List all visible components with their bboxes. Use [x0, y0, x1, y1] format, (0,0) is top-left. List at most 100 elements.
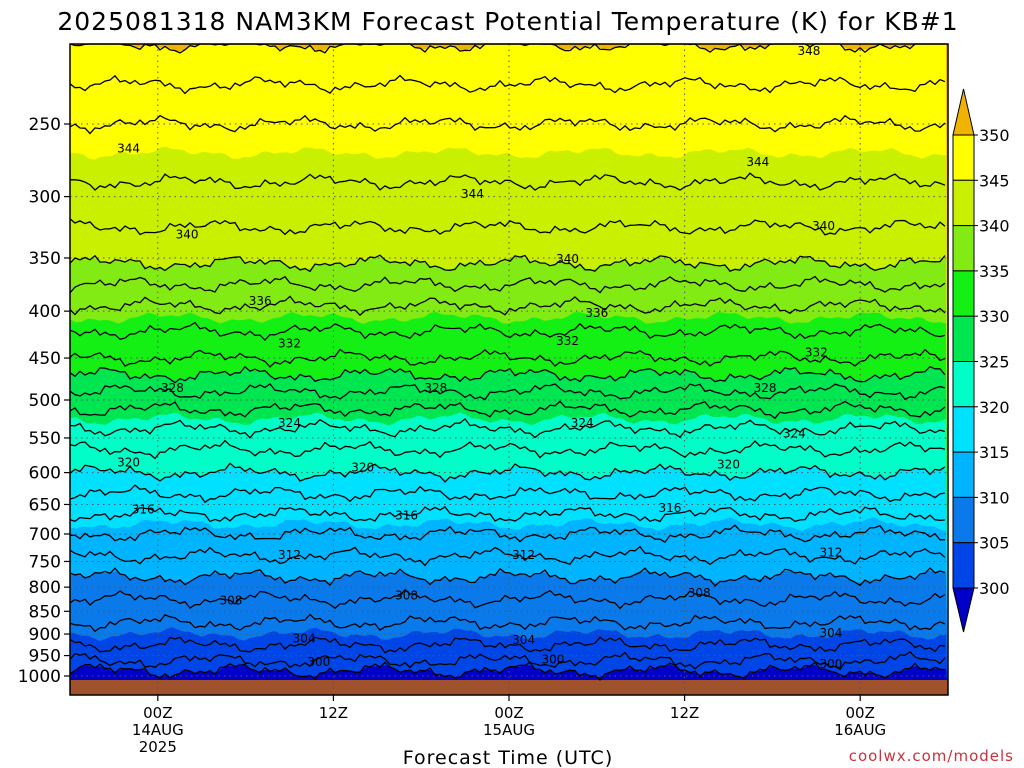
- contour-label: 304: [293, 631, 316, 645]
- isentrope-lines: [69, 43, 946, 681]
- colorbar-label: 345: [979, 171, 1010, 190]
- credit-text: coolwx.com/models: [849, 747, 1014, 765]
- contour-label: 308: [688, 586, 711, 600]
- isentrope-306: [69, 613, 946, 633]
- colorbar-label: 350: [979, 126, 1010, 145]
- x-tick-label: 14AUG: [132, 721, 184, 739]
- colorbar-segment: [952, 315, 975, 363]
- y-tick-label: 750: [29, 552, 61, 572]
- colorbar-label: 320: [979, 398, 1010, 417]
- contour-label: 304: [819, 626, 842, 640]
- isentrope-302: [69, 650, 946, 671]
- contour-label: 324: [278, 416, 301, 430]
- isentrope-348: [69, 74, 946, 95]
- x-axis-label: Forecast Time (UTC): [403, 747, 613, 768]
- isentrope-304: [69, 636, 946, 654]
- y-tick-label: 650: [29, 495, 61, 515]
- y-tick-label: 600: [29, 464, 61, 484]
- contour-label: 300: [307, 655, 330, 669]
- isentrope-324: [69, 417, 946, 439]
- colorbar-segment: [952, 225, 975, 272]
- y-tick-label: 850: [29, 602, 61, 622]
- contour-label: 336: [249, 294, 272, 308]
- contour-label: 304: [512, 633, 535, 647]
- x-tick-label: 00Z: [494, 704, 523, 722]
- contour-label: 320: [117, 456, 140, 470]
- chart-title: 2025081318 NAM3KM Forecast Potential Tem…: [57, 7, 958, 36]
- x-tick-label: 12Z: [319, 704, 348, 722]
- colorbar-under-arrow: [952, 587, 975, 633]
- contour-label: 332: [805, 346, 828, 360]
- colorbar-label: 340: [979, 217, 1010, 236]
- contour-label: 344: [117, 142, 140, 156]
- isentrope-334: [69, 321, 946, 342]
- colorbar-segment: [952, 542, 975, 589]
- colorbar-segment: [952, 361, 975, 408]
- contour-label: 344: [746, 155, 769, 169]
- contour-label: 340: [176, 228, 199, 242]
- isentrope-308: [69, 588, 946, 610]
- y-tick-label: 950: [29, 647, 61, 667]
- contour-label: 324: [571, 416, 594, 430]
- contour-label: 308: [220, 593, 243, 607]
- colorbar-label: 305: [979, 534, 1010, 553]
- x-tick-label: 12Z: [670, 704, 699, 722]
- y-tick-label: 500: [29, 391, 61, 411]
- x-tick-label: 00Z: [846, 704, 875, 722]
- contour-label: 336: [585, 306, 608, 320]
- contour-label: 332: [556, 334, 579, 348]
- isentrope-316: [69, 506, 946, 523]
- x-tick-label: 15AUG: [483, 721, 535, 739]
- isentrope-322: [69, 439, 946, 460]
- colorbar-label: 335: [979, 262, 1010, 281]
- colorbar-label: 310: [979, 488, 1010, 507]
- colorbar-label: 315: [979, 443, 1010, 462]
- isentrope-320: [69, 462, 946, 483]
- isentrope-326: [69, 400, 946, 420]
- isentrope-346: [69, 114, 946, 135]
- contour-label: 320: [717, 458, 740, 472]
- contour-label: 316: [659, 501, 682, 515]
- isentrope-336: [69, 295, 946, 316]
- colorbar-segment: [952, 406, 975, 453]
- contour-label: 300: [819, 657, 842, 671]
- y-tick-label: 700: [29, 525, 61, 545]
- isentrope-312: [69, 545, 946, 567]
- isentrope-314: [69, 524, 946, 544]
- isentrope-328: [69, 383, 946, 401]
- x-tick-label: 00Z: [143, 704, 172, 722]
- pressure-axis: 250 300 350 400 450 500 550 600 650 700 750 800 850 9…: [18, 115, 70, 687]
- contour-label: 312: [819, 545, 842, 559]
- y-tick-label: 400: [29, 302, 61, 322]
- colorbar-segment: [952, 496, 975, 544]
- colorbar-label: 330: [979, 307, 1010, 326]
- colorbar-segment: [952, 270, 975, 317]
- contour-label: 332: [278, 337, 301, 351]
- contour-label: 344: [461, 187, 484, 201]
- contour-label: 340: [812, 219, 835, 233]
- isentrope-340: [69, 254, 946, 273]
- colorbar-segment: [952, 179, 975, 227]
- isentrope-344: [70, 172, 946, 191]
- colorbar-over-arrow: [952, 88, 975, 136]
- y-tick-label: 900: [29, 625, 61, 645]
- isentrope-300: [69, 661, 946, 681]
- colorbar: 300 305 310 315 320 325 330 335 340 345 350: [952, 88, 1010, 633]
- isentrope-330: [69, 365, 946, 384]
- y-tick-label: 450: [29, 349, 61, 369]
- colorbar-label: 325: [979, 353, 1010, 372]
- contour-label: 328: [161, 381, 184, 395]
- contour-label: 316: [132, 502, 155, 516]
- contour-label: 328: [424, 381, 447, 395]
- contour-label: 324: [783, 427, 806, 441]
- isentrope-342: [69, 218, 946, 236]
- isentrope-318: [69, 484, 946, 504]
- contour-label: 312: [512, 548, 535, 562]
- y-tick-label: 800: [29, 578, 61, 598]
- contour-label: 320: [351, 460, 374, 474]
- contour-label: 316: [395, 508, 418, 522]
- y-tick-label: 300: [29, 188, 61, 208]
- contour-labels: 348 344 344 344 340 340 340 336 336 332 332 332 328 3…: [117, 44, 842, 671]
